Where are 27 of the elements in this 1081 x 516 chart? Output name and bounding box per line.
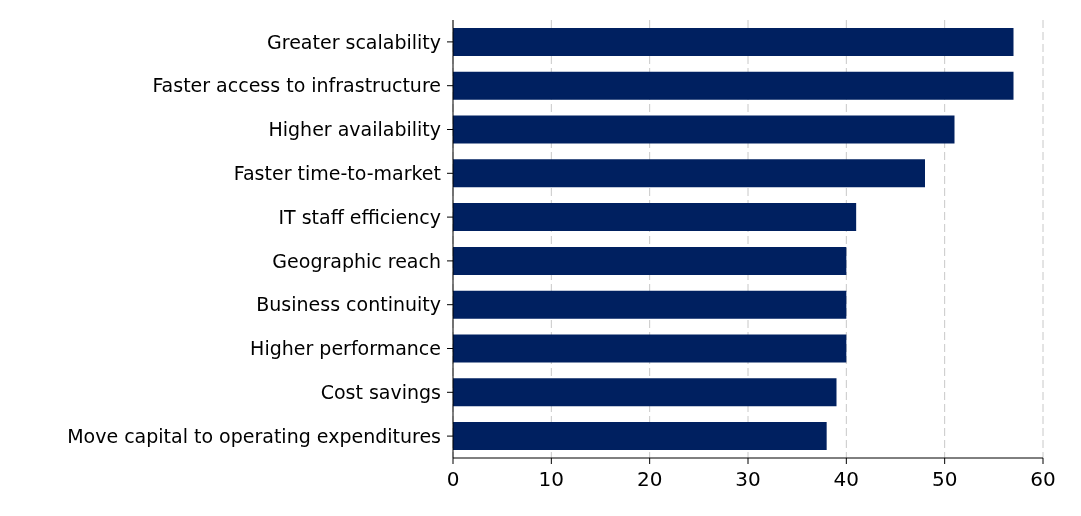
bar	[453, 115, 955, 144]
bar	[453, 246, 847, 275]
bar	[453, 422, 827, 451]
bar	[453, 290, 847, 319]
y-tick-label: Faster time-to-market	[233, 162, 441, 185]
y-tick-label: IT staff efficiency	[278, 205, 441, 228]
x-tick-label: 60	[1030, 467, 1056, 492]
x-tick-label: 0	[446, 467, 460, 492]
x-tick-label: 50	[931, 467, 958, 492]
y-tick-label: Higher performance	[250, 337, 441, 360]
bar	[453, 334, 847, 363]
bar	[453, 378, 837, 407]
y-tick-label: Greater scalability	[267, 30, 441, 53]
y-tick-label: Cost savings	[320, 381, 441, 404]
y-tick-label: Faster access to infrastructure	[152, 74, 441, 97]
bar	[453, 71, 1014, 100]
x-tick-label: 20	[636, 467, 663, 492]
bar	[453, 159, 925, 188]
x-tick-label: 30	[735, 467, 761, 492]
y-tick-label: Business continuity	[256, 293, 441, 316]
y-tick-label: Move capital to operating expenditures	[67, 424, 441, 447]
x-tick-label: 40	[833, 467, 860, 492]
y-tick-label: Geographic reach	[272, 249, 441, 272]
bar	[453, 203, 857, 232]
x-tick-label: 10	[538, 467, 565, 492]
y-tick-label: Higher availability	[268, 118, 441, 141]
bar	[453, 27, 1014, 56]
